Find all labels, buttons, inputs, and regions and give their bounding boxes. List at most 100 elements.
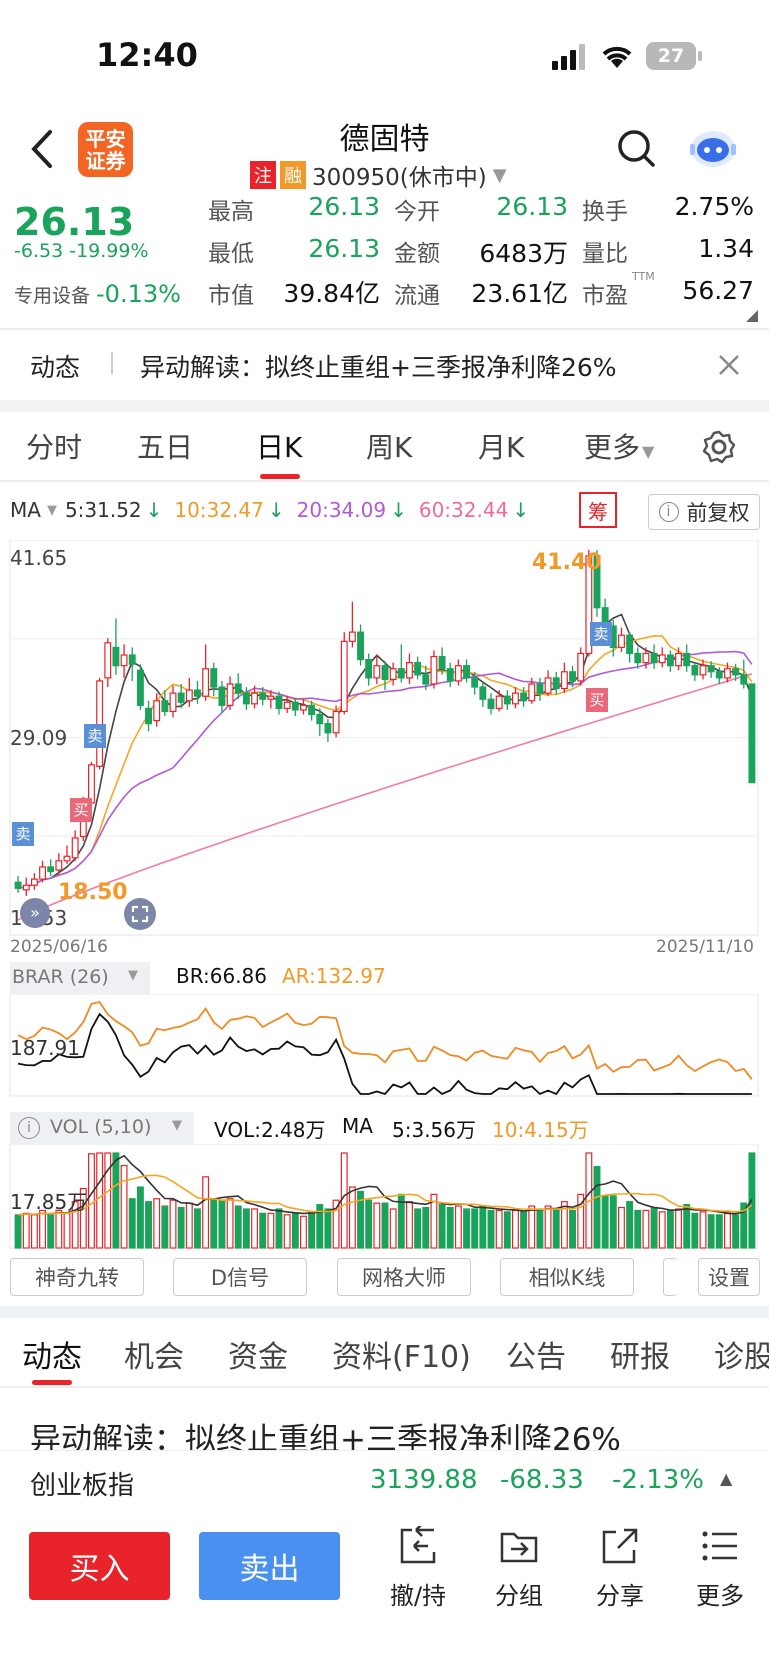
brar-label: BRAR (26)	[12, 966, 109, 988]
chart-period-tabs: 分时 五日 日K 周K 月K 更多 ▼	[0, 410, 769, 480]
tool-similar-k[interactable]: 相似K线	[500, 1258, 634, 1296]
candle-body	[748, 683, 756, 784]
volume-bar	[316, 1203, 324, 1249]
tab-five-day[interactable]: 五日	[137, 431, 194, 464]
chevron-down-icon: ▼	[128, 968, 138, 983]
ma-legend[interactable]: MA ▼ 5:31.52 ↓ 10:32.47 ↓ 20:34.09 ↓ 60:…	[10, 498, 529, 522]
buy-signal-tag[interactable]: 买	[586, 688, 608, 712]
info-tab-diagnose[interactable]: 诊股	[714, 1340, 769, 1375]
back-icon[interactable]	[26, 128, 56, 170]
volume-bar	[691, 1212, 699, 1249]
close-icon[interactable]	[718, 354, 740, 376]
info-tab-opportunity[interactable]: 机会	[124, 1340, 184, 1375]
volume-bar	[202, 1176, 210, 1249]
candle-body	[348, 631, 356, 642]
news-text[interactable]: 异动解读：拟终止重组+三季报净利降26%	[140, 353, 617, 382]
stock-code-row[interactable]: 注 融 300950(休市中) ▼	[250, 158, 507, 192]
candle-body	[438, 655, 446, 670]
vol-ma10: 10:4.15万	[492, 1118, 589, 1142]
tab-weekly-k[interactable]: 周K	[366, 431, 413, 464]
ar-value: AR:132.97	[282, 964, 386, 988]
gear-icon[interactable]	[702, 430, 736, 464]
info-tab-announcement[interactable]: 公告	[506, 1340, 566, 1375]
candle-body	[715, 671, 723, 679]
menu-icon	[702, 1531, 737, 1561]
cancel-hold-button[interactable]: 撤/持	[378, 1524, 458, 1624]
expand-corner-icon[interactable]	[746, 310, 758, 322]
volume-bar	[169, 1199, 177, 1249]
volume-bar	[177, 1206, 185, 1249]
sell-button[interactable]: 卖出	[199, 1532, 340, 1600]
chevron-down-icon: ▼	[172, 1118, 182, 1133]
robot-assistant-icon[interactable]	[688, 124, 738, 170]
vol-selector[interactable]: i VOL (5,10) ▼	[10, 1112, 194, 1144]
index-bar[interactable]: 创业板指 3139.88 -68.33 -2.13% ▲	[0, 1450, 769, 1512]
info-tab-f10[interactable]: 资料(F10)	[332, 1340, 471, 1375]
volume-bar	[601, 1195, 609, 1249]
more-label: 更多	[696, 1582, 744, 1610]
volume-bar	[283, 1214, 291, 1249]
more-button[interactable]: 更多	[680, 1524, 760, 1624]
candle-body	[495, 695, 503, 709]
volume-bar	[536, 1208, 544, 1249]
double-chevron-icon[interactable]: »	[20, 898, 50, 928]
volume-bar	[609, 1195, 617, 1249]
battery-icon: 27	[646, 42, 696, 70]
tab-intraday[interactable]: 分时	[26, 431, 83, 464]
share-button[interactable]: 分享	[580, 1524, 660, 1624]
volume-bar	[683, 1203, 691, 1249]
volume-bar	[406, 1201, 413, 1249]
candle-body	[569, 671, 576, 682]
volume-bar	[675, 1208, 682, 1249]
chevron-down-icon: ▼	[492, 164, 507, 186]
volume-chart[interactable]	[0, 1144, 769, 1250]
fullscreen-icon[interactable]	[124, 898, 156, 930]
stock-name: 德固特	[339, 122, 430, 157]
cancel-hold-label: 撤/持	[389, 1582, 447, 1610]
candle-body	[39, 866, 46, 880]
search-icon[interactable]	[616, 128, 656, 170]
tab-more[interactable]: 更多 ▼	[584, 426, 654, 466]
kline-chart[interactable]	[0, 540, 769, 938]
amount-value: 6483万	[479, 239, 568, 268]
volume-bar	[324, 1208, 332, 1249]
tool-magic-nine[interactable]: 神奇九转	[10, 1258, 144, 1296]
sell-signal-tag[interactable]: 卖	[12, 822, 34, 846]
tool-hidden[interactable]	[663, 1258, 677, 1296]
tab-monthly-k[interactable]: 月K	[478, 431, 525, 464]
buy-signal-tag[interactable]: 买	[70, 798, 92, 822]
info-tab-funds[interactable]: 资金	[228, 1340, 288, 1375]
brar-selector[interactable]: BRAR (26) ▼	[10, 962, 150, 994]
share-icon	[602, 1528, 638, 1564]
news-bar[interactable]: 动态 异动解读：拟终止重组+三季报净利降26%	[0, 330, 769, 400]
tab-daily-k[interactable]: 日K	[256, 431, 303, 464]
logo-text-1: 平安	[85, 126, 126, 151]
info-tab-news[interactable]: 动态	[22, 1340, 82, 1375]
group-button[interactable]: 分组	[479, 1524, 559, 1624]
volume-bar	[528, 1205, 536, 1249]
candle-body	[406, 662, 413, 679]
candle-body	[234, 683, 242, 694]
info-tab-research[interactable]: 研报	[610, 1340, 670, 1375]
adjust-button[interactable]: i 前复权	[648, 494, 760, 530]
candle-body	[650, 652, 658, 664]
tools-settings-button[interactable]: 设置	[698, 1258, 760, 1296]
brar-chart[interactable]	[0, 994, 769, 1098]
chip-distribution-button[interactable]: 筹	[579, 492, 617, 528]
tool-d-signal[interactable]: D信号	[173, 1258, 307, 1296]
high-value: 26.13	[308, 192, 380, 221]
volume-bar	[96, 1152, 104, 1249]
index-value: 3139.88	[370, 1465, 478, 1495]
share-label: 分享	[596, 1582, 644, 1610]
candle-body	[454, 665, 462, 682]
chevron-up-icon[interactable]: ▲	[720, 1469, 733, 1488]
sell-signal-tag[interactable]: 卖	[84, 724, 106, 748]
vol-ma5: 5:3.56万	[392, 1118, 476, 1142]
buy-button[interactable]: 买入	[29, 1532, 170, 1600]
tool-grid-master[interactable]: 网格大师	[337, 1258, 471, 1296]
sell-signal-tag[interactable]: 卖	[590, 622, 612, 646]
volume-bar	[471, 1208, 479, 1249]
sector-info[interactable]: 专用设备 -0.13%	[14, 280, 181, 308]
sector-name: 专用设备	[14, 284, 91, 307]
bottom-action-bar: 买入 卖出 撤/持 分组 分享 更多	[0, 1512, 769, 1665]
